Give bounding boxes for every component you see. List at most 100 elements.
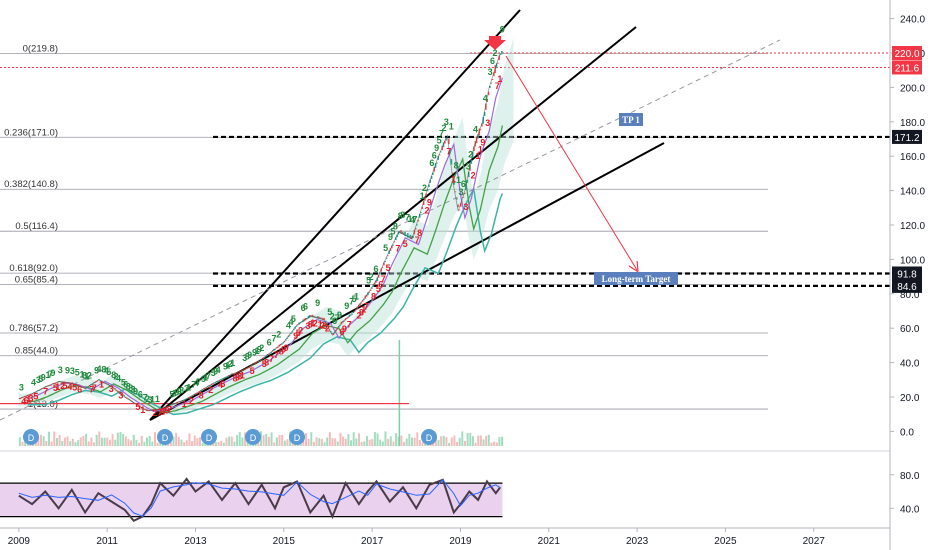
candle [285,339,287,341]
volume-bar [392,441,395,446]
volume-bar [217,442,220,446]
count-label: 7 [89,385,94,395]
count-label: 7 [269,354,274,364]
count-label: 9 [174,388,179,398]
count-label: 9 [427,198,432,208]
volume-bar [286,439,289,446]
candle [323,318,326,321]
candle [453,180,455,185]
count-label: 5 [262,359,267,369]
volume-bar [442,435,445,446]
volume-bar [175,432,178,446]
candle [188,397,190,399]
volume-bar [410,437,413,446]
volume-bar [331,438,334,446]
count-label: 8 [111,370,116,380]
count-label: 3 [118,391,123,401]
candle [226,376,229,378]
price-axis[interactable]: 0.0 20.0 40.0 60.0 80.0 100.0 120.0 140.0 160.0 1… [890,15,925,439]
candle [319,317,322,320]
candle [238,371,241,373]
volume-spike [398,340,401,446]
count-label: 9 [201,374,206,384]
osc-tick-label: 40.0 [900,504,920,515]
candle [485,103,487,110]
sequential-count-labels: 3461345359717951325943556181277941845382… [19,25,505,418]
fib-label: 0.382(140.8) [4,179,58,190]
volume-bar [47,431,50,446]
volume-bar [69,441,72,446]
volume-bar [498,437,501,446]
dividend-marker-label: D [294,433,301,443]
dividend-marker [421,429,437,445]
count-label: 7 [347,320,352,330]
count-label: 9 [257,344,262,354]
count-label: 3 [463,202,468,212]
count-label: 7 [335,313,340,323]
count-label: 3 [148,395,153,405]
volume-bar [305,433,308,446]
candle [195,393,197,395]
oscillator-axis[interactable]: 40.0 80.0 [890,471,920,516]
volume-bar [355,438,358,446]
ma-teal [27,186,504,416]
count-label: 1 [182,399,187,409]
count-label: 5 [72,382,77,392]
count-label: 5 [211,368,216,378]
y-tick-label: 40.0 [900,359,920,370]
count-label: 9 [500,25,505,35]
count-label: 9 [434,143,439,153]
count-label: 5 [386,263,391,273]
count-label: 2 [471,171,476,181]
candle [400,230,402,234]
candle [199,391,201,393]
count-label: 3 [36,375,41,385]
count-label: 4 [97,364,102,374]
candle [156,409,159,411]
count-label: 6 [378,279,383,289]
volume-bar [469,432,472,446]
count-label: 2 [189,396,194,406]
candle [128,398,131,400]
y-tick-label: 20.0 [900,393,920,404]
count-label: 7 [412,215,417,225]
price-tag-label: 220.0 [894,49,919,60]
candle [414,228,417,230]
candle [421,206,424,209]
count-label: 1 [478,144,483,154]
dividend-marker [157,429,173,445]
x-tick-label: 2019 [449,536,472,547]
candle [462,196,465,198]
count-label: 8 [417,228,422,238]
candle [168,405,171,407]
count-label: 1 [150,395,155,405]
count-label: 9 [247,350,252,360]
candle [312,315,315,318]
count-label: 6 [77,384,82,394]
count-label: 4 [410,215,415,225]
candle [489,85,491,88]
x-tick-label: 2017 [361,536,384,547]
count-label: 1 [475,151,480,161]
candle [501,51,503,55]
volume-bar [148,435,151,446]
candle [355,308,357,311]
candle [452,172,454,174]
volume-bar [90,437,93,446]
candle [87,386,90,388]
time-axis[interactable]: 2009 2011 2013 2015 2017 2019 2021 2023 2025 2027 [0,527,890,547]
volume-bar [79,437,82,446]
candle [467,171,470,178]
price-panel[interactable]: 0(219.8) 0.236(171.0) 0.382(140.8) 0.5(116.… [0,9,890,446]
count-label: 5 [250,366,255,376]
volume-bar [140,435,143,446]
tp1-box [619,113,643,126]
candle [487,91,490,96]
oscillator-panel[interactable] [0,477,503,523]
count-label: 1 [84,372,89,382]
candle [136,404,139,406]
volume-bar [82,435,85,446]
count-label: 5 [169,390,174,400]
candle [270,351,273,353]
candle [470,159,473,164]
